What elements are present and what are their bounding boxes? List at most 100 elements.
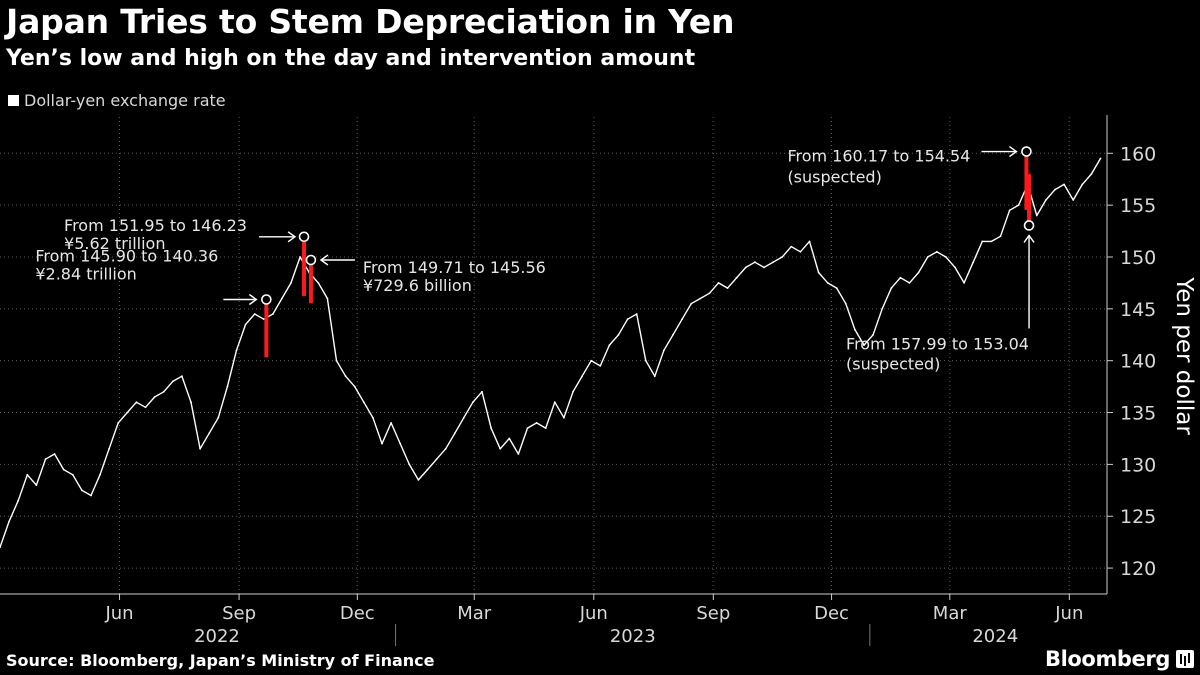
series-point xyxy=(508,437,511,440)
series-point xyxy=(854,328,856,331)
y-tick-label: 130 xyxy=(1120,454,1156,476)
series-point xyxy=(153,396,156,398)
series-point xyxy=(990,240,993,243)
series-point xyxy=(644,359,647,362)
series-point xyxy=(453,432,456,435)
annotation-amount-text: (suspected) xyxy=(787,168,881,187)
series-point xyxy=(299,256,301,258)
series-point xyxy=(71,473,74,476)
series-point xyxy=(0,546,1,549)
series-point xyxy=(708,292,711,295)
series-point xyxy=(1081,183,1084,186)
series-point xyxy=(244,323,247,326)
series-point xyxy=(763,266,765,269)
series-point xyxy=(335,359,338,362)
y-tick-label: 120 xyxy=(1120,558,1156,580)
series-point xyxy=(17,499,20,502)
series-point xyxy=(908,282,911,284)
chart-title: Japan Tries to Stem Depreciation in Yen xyxy=(6,2,735,41)
series-point xyxy=(945,256,947,258)
series-point xyxy=(863,344,865,346)
series-point xyxy=(181,375,183,378)
annotation-amount-text: ¥5.62 trillion xyxy=(64,234,165,253)
series-point xyxy=(26,473,29,476)
series-point xyxy=(35,484,38,486)
legend-swatch xyxy=(8,95,19,106)
series-point xyxy=(663,349,665,352)
y-tick-label: 155 xyxy=(1120,195,1156,217)
bloomberg-logo: Bloomberg xyxy=(1044,647,1170,671)
series-point xyxy=(408,463,411,466)
chart-subtitle: Yen’s low and high on the day and interv… xyxy=(6,46,696,71)
series-line-dollar-yen xyxy=(0,158,1102,548)
series-point xyxy=(617,333,620,336)
x-year-label: 2023 xyxy=(610,626,656,647)
series-point xyxy=(972,261,975,264)
y-tick-label: 140 xyxy=(1120,351,1156,373)
series-point xyxy=(981,240,984,243)
series-point xyxy=(1072,199,1075,201)
series-point xyxy=(126,411,129,414)
series-point xyxy=(835,287,838,289)
y-tick-label: 145 xyxy=(1120,299,1156,321)
y-tick-label: 150 xyxy=(1120,247,1156,269)
series-point xyxy=(699,297,702,300)
series-point xyxy=(362,401,365,404)
series-point xyxy=(99,473,101,476)
y-tick-label: 135 xyxy=(1120,403,1156,425)
series-point xyxy=(162,390,165,393)
series-point xyxy=(999,235,1002,238)
series-point xyxy=(926,256,929,258)
series-point xyxy=(317,282,320,284)
bloomberg-terminal-icon xyxy=(1176,650,1194,668)
series-point xyxy=(672,333,674,336)
intervention-marker xyxy=(261,294,272,305)
x-tick-label: Dec xyxy=(814,603,849,624)
series-point xyxy=(1008,209,1011,212)
series-point xyxy=(735,276,738,279)
intervention-marker xyxy=(1021,146,1032,157)
series-point xyxy=(190,401,192,404)
series-point xyxy=(681,318,683,321)
annotation-arrow-head xyxy=(248,293,258,306)
x-tick-label: Sep xyxy=(696,603,730,624)
series-point xyxy=(8,520,11,523)
series-point xyxy=(526,427,529,429)
series-point xyxy=(599,365,602,367)
annotation-range-text: From 151.95 to 146.23 xyxy=(64,216,247,235)
annotation-arrow-head xyxy=(287,231,297,243)
series-point xyxy=(626,318,629,321)
series-point xyxy=(290,282,292,284)
series-point xyxy=(499,447,502,450)
annotation-range-text: From 160.17 to 154.54 xyxy=(787,147,970,166)
series-point xyxy=(754,261,756,264)
series-point xyxy=(1035,214,1038,217)
series-point xyxy=(226,385,229,388)
series-point xyxy=(544,427,547,429)
series-point xyxy=(553,401,556,404)
x-year-label: 2024 xyxy=(972,626,1018,647)
series-point xyxy=(635,313,638,315)
annotation-arrow-head xyxy=(319,254,329,266)
intervention-marker xyxy=(298,231,310,243)
series-point xyxy=(353,385,356,388)
series-point xyxy=(581,375,583,378)
series-point xyxy=(326,297,329,300)
series-point xyxy=(817,271,820,274)
series-point xyxy=(563,416,565,419)
series-point xyxy=(590,359,593,362)
series-point xyxy=(781,256,784,258)
x-tick-label: Sep xyxy=(222,603,256,624)
series-point xyxy=(199,447,202,450)
series-point xyxy=(690,302,693,305)
legend-label: Dollar-yen exchange rate xyxy=(24,91,226,110)
series-point xyxy=(935,250,938,253)
series-point xyxy=(262,318,265,321)
series-point xyxy=(1017,204,1020,207)
series-point xyxy=(399,442,402,445)
series-point xyxy=(1090,173,1093,175)
series-point xyxy=(608,344,611,346)
series-point xyxy=(826,282,829,284)
series-point xyxy=(1063,183,1065,186)
